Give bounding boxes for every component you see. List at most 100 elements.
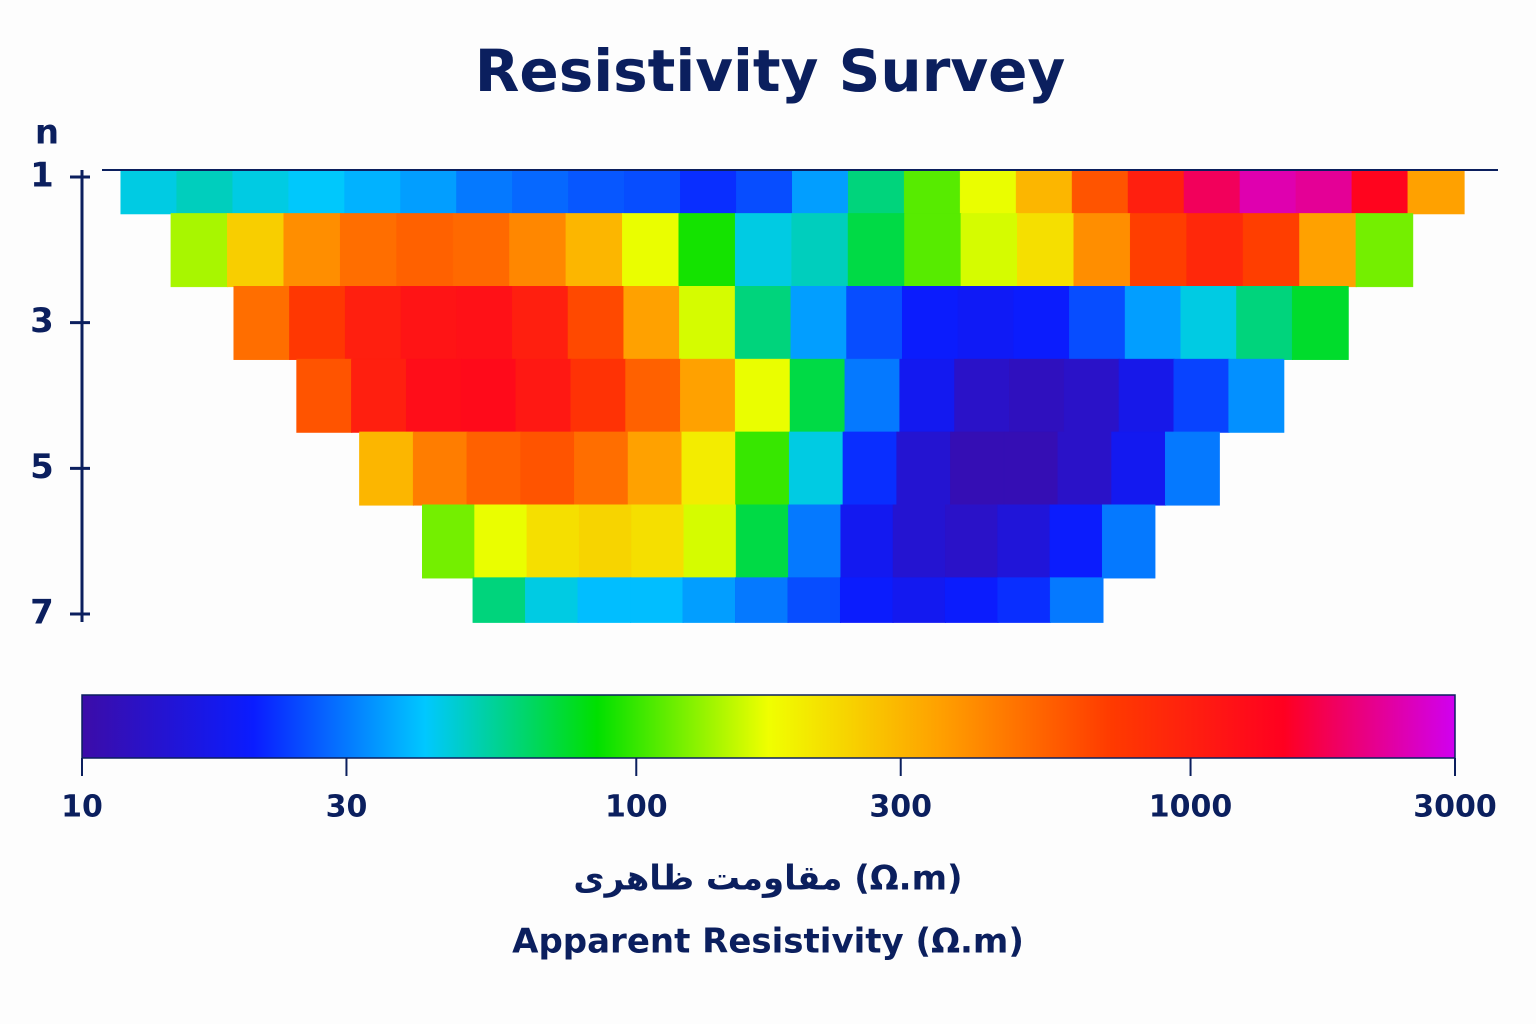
- heat-cell: [283, 213, 342, 288]
- heat-cell: [997, 577, 1052, 623]
- heat-cell: [396, 213, 454, 288]
- heat-cell: [405, 358, 462, 433]
- heat-cell: [570, 358, 627, 433]
- heat-cell: [631, 504, 685, 579]
- colorbar-label: مقاومت ظاهری (Ω.m): [573, 859, 962, 899]
- colorbar-tick-label: 30: [326, 790, 368, 825]
- heat-cell: [509, 213, 567, 288]
- heat-cell: [578, 504, 633, 579]
- heat-cell: [567, 286, 625, 360]
- heat-cell: [233, 286, 291, 360]
- heat-cell: [896, 431, 952, 506]
- heat-cell: [791, 213, 849, 288]
- heat-cell: [351, 358, 408, 433]
- heat-cell: [630, 577, 684, 623]
- heat-cell: [577, 577, 632, 623]
- heat-cell: [339, 213, 398, 288]
- heat-cell: [565, 213, 624, 288]
- heat-cell: [901, 286, 959, 360]
- heat-cell: [1295, 169, 1353, 215]
- heat-cell: [1228, 358, 1285, 433]
- heat-cell: [1118, 358, 1175, 433]
- heat-cell: [1073, 213, 1132, 288]
- heat-cell: [1407, 169, 1465, 215]
- heat-cell: [232, 169, 290, 215]
- heat-cell: [466, 431, 522, 506]
- heat-cell: [622, 213, 680, 288]
- heat-cell: [847, 213, 906, 288]
- heat-cell: [847, 169, 906, 215]
- heat-cell: [960, 213, 1019, 288]
- heat-cell: [1063, 358, 1120, 433]
- heat-cell: [1351, 169, 1409, 215]
- heat-cell: [788, 431, 844, 506]
- heat-cell: [1124, 286, 1182, 360]
- heat-cell: [839, 577, 894, 623]
- y-tick-label: 7: [30, 593, 54, 633]
- heat-cell: [945, 504, 999, 579]
- heat-cell: [1101, 504, 1156, 579]
- heat-cell: [736, 169, 794, 215]
- colorbar-tick-label: 10: [61, 790, 103, 825]
- y-axis-label: n: [35, 113, 59, 153]
- heat-cell: [400, 286, 458, 360]
- heat-cell: [512, 286, 569, 360]
- colorbar-tick-label: 300: [869, 790, 932, 825]
- heat-cell: [735, 431, 791, 506]
- heat-cell: [683, 504, 737, 579]
- heat-cell: [1111, 431, 1167, 506]
- heat-cell: [789, 358, 846, 433]
- heat-cell: [1015, 169, 1073, 215]
- heat-cell: [792, 169, 850, 215]
- heat-cell: [359, 431, 414, 506]
- heat-cell: [474, 504, 528, 579]
- heat-cell: [903, 169, 961, 215]
- heat-cell: [289, 286, 346, 360]
- heat-cell: [950, 431, 1005, 506]
- heat-cell: [681, 431, 737, 506]
- heat-cell: [525, 577, 579, 623]
- heat-cell: [892, 504, 947, 579]
- heat-cell: [735, 504, 790, 579]
- heat-cell: [1299, 213, 1357, 288]
- heat-cell: [787, 577, 842, 623]
- colorbar-label: Apparent Resistivity (Ω.m): [512, 922, 1024, 962]
- heat-cell: [734, 213, 793, 288]
- heat-cell: [520, 431, 576, 506]
- heat-cell: [625, 358, 682, 433]
- heat-cell: [680, 169, 738, 215]
- heat-cell: [624, 169, 682, 215]
- heat-cell: [422, 504, 476, 579]
- heat-cell: [679, 286, 736, 360]
- heat-cell: [1127, 169, 1185, 215]
- heat-cell: [957, 286, 1015, 360]
- heat-cell: [997, 504, 1051, 579]
- heat-cell: [526, 504, 581, 579]
- heat-cell: [944, 577, 999, 623]
- heat-cell: [1239, 169, 1297, 215]
- heat-cell: [120, 169, 178, 215]
- heat-cell: [790, 286, 848, 360]
- y-tick-label: 1: [30, 156, 54, 196]
- heat-cell: [1003, 431, 1059, 506]
- heat-cell: [680, 358, 737, 433]
- heat-cell: [1057, 431, 1113, 506]
- heat-cell: [735, 577, 789, 623]
- heat-cell: [954, 358, 1011, 433]
- heat-cell: [288, 169, 346, 215]
- heat-cell: [1071, 169, 1129, 215]
- heat-cell: [1013, 286, 1071, 360]
- heat-cell: [840, 504, 894, 579]
- heat-cell: [844, 358, 901, 433]
- heat-cell: [472, 577, 527, 623]
- heat-cell: [842, 431, 898, 506]
- heat-cell: [512, 169, 570, 215]
- heat-cell: [1069, 286, 1126, 360]
- heat-cell: [959, 169, 1017, 215]
- heat-cell: [1236, 286, 1294, 360]
- heat-cell: [1129, 213, 1188, 288]
- chart-title: Resistivity Survey: [475, 37, 1066, 105]
- heat-cell: [734, 286, 792, 360]
